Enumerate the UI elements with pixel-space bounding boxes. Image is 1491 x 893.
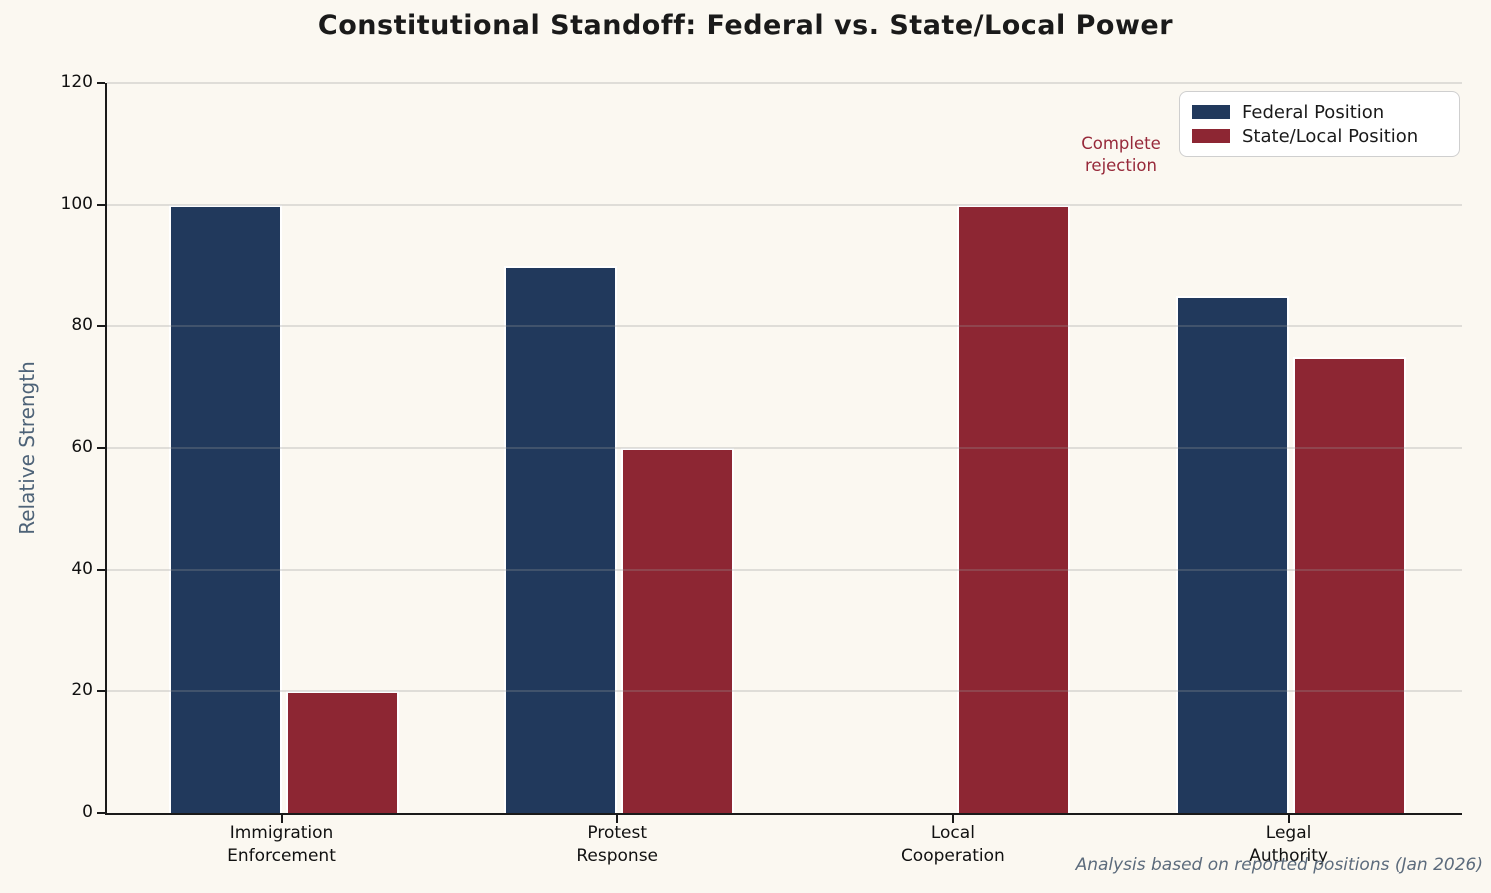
y-tick-20 xyxy=(97,690,105,693)
bar-federal-1 xyxy=(504,265,618,813)
annotation-complete-rejection: Complete rejection xyxy=(1081,134,1161,175)
y-tick-0 xyxy=(97,812,105,814)
bar-federal-3 xyxy=(1175,295,1289,813)
x-tick-0 xyxy=(280,815,283,823)
x-tick-label-3: Legal Authority xyxy=(1249,823,1328,866)
legend-label-state-local: State/Local Position xyxy=(1242,125,1419,147)
y-tick-label-80: 80 xyxy=(71,315,93,336)
y-tick-label-0: 0 xyxy=(82,802,93,822)
legend-label-federal: Federal Position xyxy=(1242,101,1385,123)
x-tick-label-1: Protest Response xyxy=(576,823,659,866)
bar-state-local-2 xyxy=(956,204,1070,813)
y-tick-100 xyxy=(97,203,105,206)
x-tick-label-0: Immigration Enforcement xyxy=(227,823,336,866)
y-tick-label-20: 20 xyxy=(71,680,93,701)
bar-state-local-3 xyxy=(1292,356,1406,813)
x-tick-label-2: Local Cooperation xyxy=(900,823,1005,866)
gridline-100 xyxy=(107,203,1462,206)
plot-area xyxy=(105,82,1462,815)
x-tick-2 xyxy=(951,815,954,823)
bar-state-local-0 xyxy=(285,691,399,813)
y-tick-label-120: 120 xyxy=(60,72,93,92)
chart-title: Constitutional Standoff: Federal vs. Sta… xyxy=(317,10,1174,41)
legend-swatch-federal xyxy=(1192,105,1230,119)
y-tick-60 xyxy=(97,447,105,449)
y-tick-120 xyxy=(97,82,105,84)
x-tick-1 xyxy=(616,815,619,823)
x-tick-3 xyxy=(1287,815,1290,823)
legend-swatch-state-local xyxy=(1192,129,1230,143)
y-tick-40 xyxy=(97,568,105,571)
legend: Federal Position State/Local Position xyxy=(1179,91,1460,157)
bar-federal-0 xyxy=(168,204,282,813)
y-tick-label-100: 100 xyxy=(60,193,93,214)
bar-state-local-1 xyxy=(621,448,735,813)
y-tick-label-60: 60 xyxy=(71,437,93,457)
y-tick-80 xyxy=(97,325,105,328)
legend-item-state-local: State/Local Position xyxy=(1192,124,1447,148)
gridline-120 xyxy=(107,82,1462,84)
legend-item-federal: Federal Position xyxy=(1192,100,1447,124)
source-caption: Analysis based on reported positions (Ja… xyxy=(1075,855,1483,875)
y-tick-label-40: 40 xyxy=(71,558,93,579)
